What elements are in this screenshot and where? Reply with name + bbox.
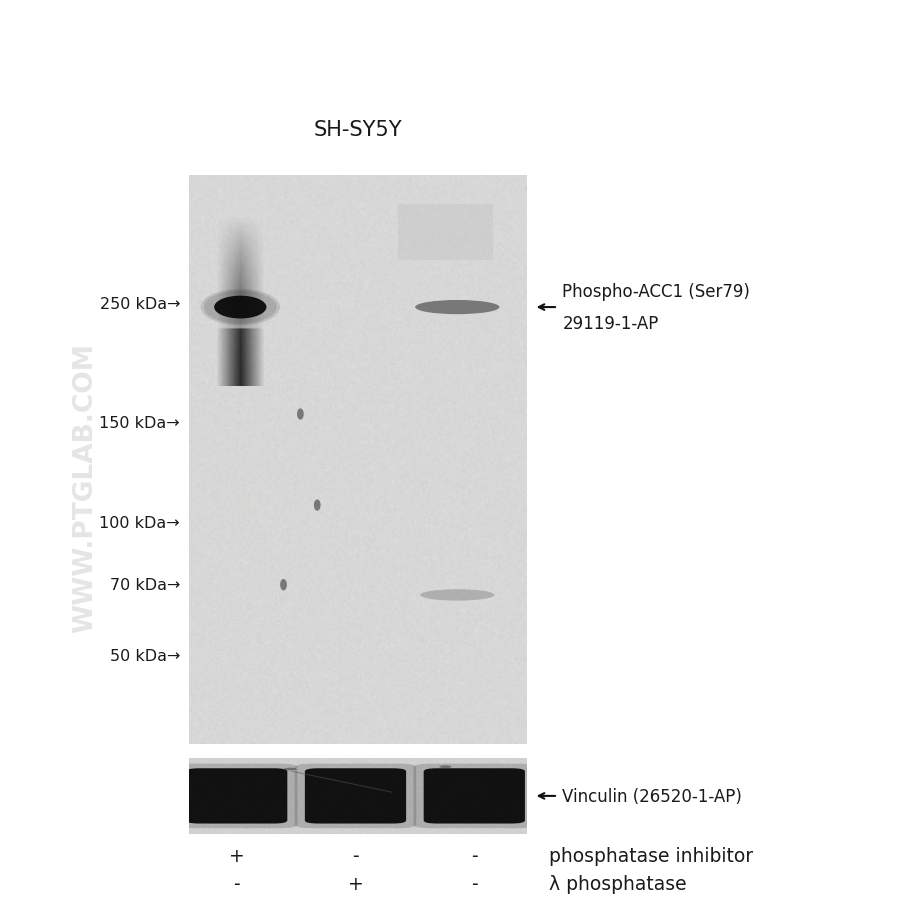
FancyBboxPatch shape	[305, 769, 406, 824]
Text: λ phosphatase: λ phosphatase	[549, 874, 687, 894]
Text: 50 kDa→: 50 kDa→	[110, 649, 180, 664]
Circle shape	[314, 500, 320, 511]
Ellipse shape	[204, 291, 276, 324]
FancyBboxPatch shape	[424, 769, 525, 824]
Text: 100 kDa→: 100 kDa→	[99, 515, 180, 530]
Text: 150 kDa→: 150 kDa→	[99, 416, 180, 430]
FancyBboxPatch shape	[186, 769, 287, 824]
Circle shape	[284, 768, 296, 770]
Text: 29119-1-AP: 29119-1-AP	[562, 315, 659, 333]
Ellipse shape	[415, 300, 500, 315]
Text: -: -	[471, 874, 478, 894]
Text: -: -	[352, 845, 359, 865]
Circle shape	[280, 579, 287, 591]
FancyBboxPatch shape	[414, 764, 535, 828]
Text: WWW.PTGLAB.COM: WWW.PTGLAB.COM	[73, 342, 98, 632]
Text: 70 kDa→: 70 kDa→	[110, 577, 180, 593]
FancyBboxPatch shape	[176, 764, 297, 828]
Ellipse shape	[420, 590, 494, 601]
Circle shape	[297, 409, 304, 420]
Text: Vinculin (26520-1-AP): Vinculin (26520-1-AP)	[562, 787, 742, 805]
Text: -: -	[471, 845, 478, 865]
Text: phosphatase inhibitor: phosphatase inhibitor	[549, 845, 753, 865]
Text: +: +	[347, 874, 364, 894]
Circle shape	[439, 766, 452, 769]
Text: +: +	[229, 845, 245, 865]
Ellipse shape	[214, 297, 266, 319]
Text: Phospho-ACC1 (Ser79): Phospho-ACC1 (Ser79)	[562, 282, 751, 300]
Text: SH-SY5Y: SH-SY5Y	[313, 120, 402, 140]
Bar	[398, 205, 493, 262]
FancyBboxPatch shape	[295, 764, 416, 828]
Text: 250 kDa→: 250 kDa→	[100, 296, 180, 311]
Ellipse shape	[201, 290, 280, 326]
Text: -: -	[233, 874, 240, 894]
